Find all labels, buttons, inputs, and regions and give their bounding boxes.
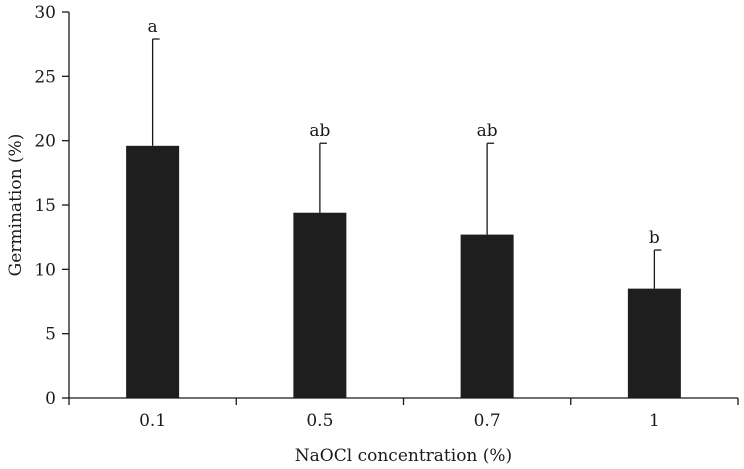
bar-0.1 (126, 145, 180, 398)
y-tick-label: 15 (34, 196, 56, 216)
x-tick-label: 1 (649, 411, 660, 431)
y-axis-ticks: 0 5 10 15 20 25 30 (34, 3, 69, 409)
x-tick-label: 0.7 (474, 411, 501, 431)
x-tick-label: 0.5 (306, 411, 333, 431)
x-axis-title: NaOCl concentration (%) (295, 446, 512, 466)
y-tick-label: 5 (45, 325, 56, 345)
bars: a ab ab b (126, 17, 681, 398)
y-tick-label: 10 (34, 260, 56, 280)
y-tick-label: 30 (34, 3, 56, 23)
bar-1 (627, 288, 681, 398)
y-axis-title: Germination (%) (6, 134, 26, 277)
bar-0.5 (293, 212, 347, 398)
significance-letter: a (148, 17, 158, 37)
y-tick-label: 25 (34, 67, 56, 87)
bar-0.7 (460, 234, 514, 398)
significance-letter: ab (309, 121, 330, 141)
significance-letter: ab (477, 121, 498, 141)
significance-letter: b (649, 228, 660, 248)
y-tick-label: 20 (34, 132, 56, 152)
y-tick-label: 0 (45, 389, 56, 409)
x-tick-label: 0.1 (139, 411, 166, 431)
x-axis-ticks: 0.1 0.5 0.7 1 (68, 398, 739, 431)
